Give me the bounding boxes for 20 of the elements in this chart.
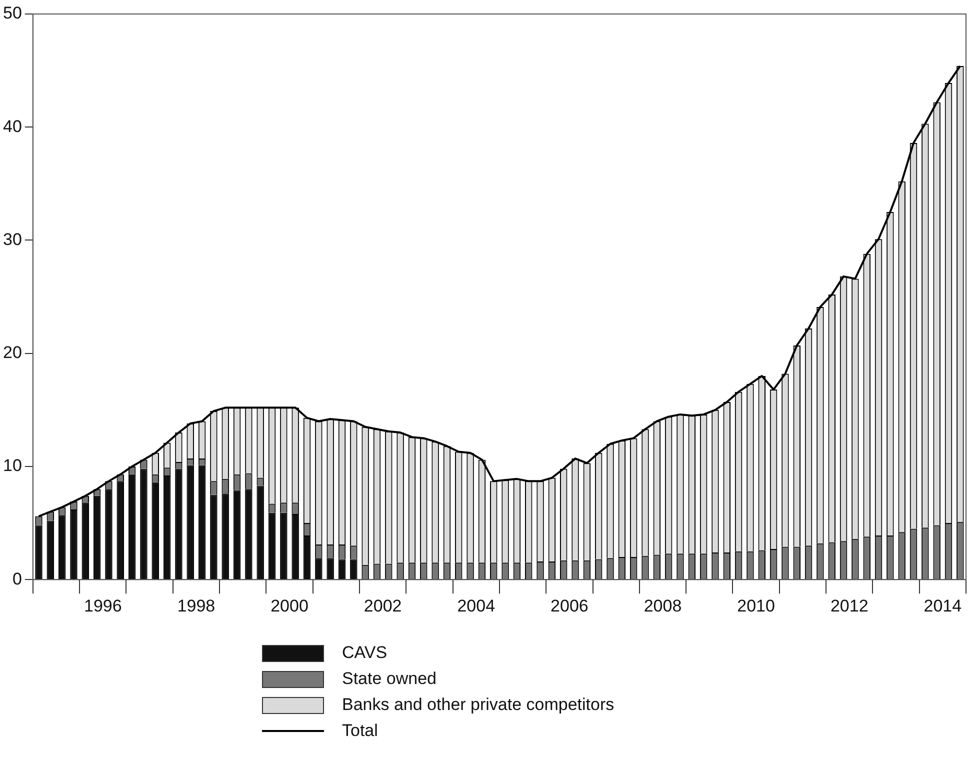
x-tick-label: 2000 (270, 596, 308, 616)
x-tick-label: 1998 (177, 596, 216, 616)
y-tick-label: 0 (12, 569, 22, 588)
legend-label: Total (342, 721, 378, 741)
legend-label: Banks and other private competitors (342, 695, 614, 715)
legend-label: State owned (342, 669, 437, 689)
y-tick-label: 30 (2, 230, 22, 249)
y-tick-label: 20 (2, 343, 22, 362)
x-tick-label: 1996 (84, 596, 122, 616)
y-tick-label: 50 (2, 4, 22, 23)
legend-label: CAVS (342, 643, 388, 663)
x-tick-label: 2012 (830, 596, 868, 616)
y-tick-label: 10 (2, 456, 22, 476)
y-tick-label: 40 (2, 116, 22, 136)
x-tick-label: 2006 (550, 596, 588, 616)
x-tick-label: 2008 (644, 596, 682, 616)
x-tick-label: 2002 (364, 596, 402, 616)
x-tick-label: 2010 (737, 596, 775, 616)
x-tick-label: 2004 (457, 596, 496, 616)
x-tick-label: 2014 (924, 596, 962, 616)
